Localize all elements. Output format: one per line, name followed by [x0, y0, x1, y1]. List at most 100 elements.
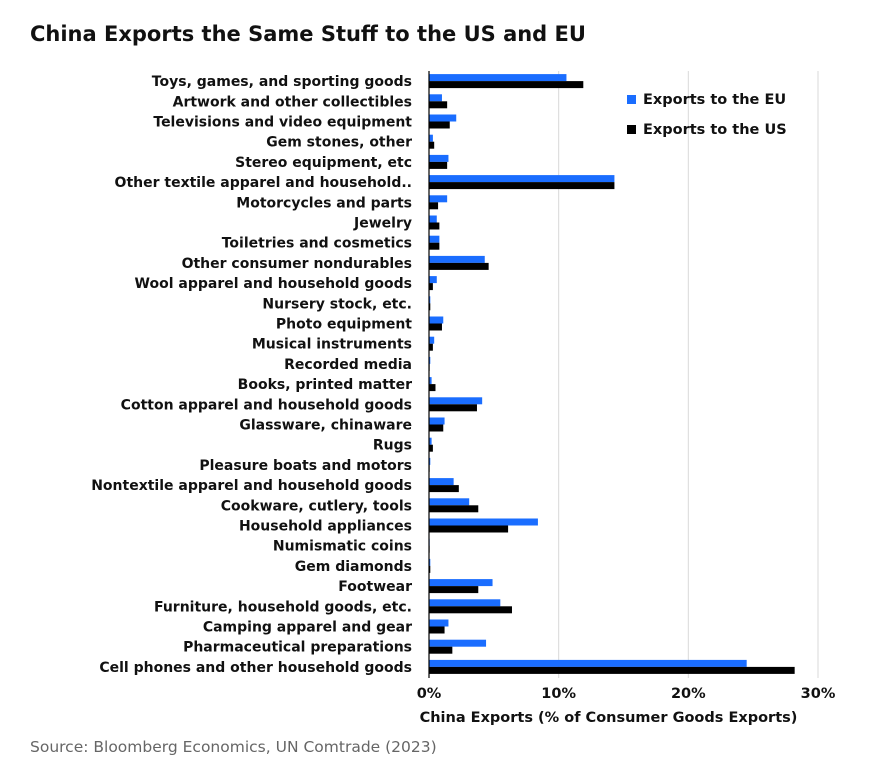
bar-us	[429, 646, 453, 654]
bar-us	[429, 323, 442, 331]
source-note: Source: Bloomberg Economics, UN Comtrade…	[30, 738, 437, 756]
category-label: Cotton apparel and household goods	[121, 397, 412, 413]
x-tick-label: 10%	[541, 686, 576, 702]
bar-us	[429, 525, 509, 533]
bar-eu	[429, 74, 567, 82]
bar-eu	[429, 175, 615, 183]
x-tick-label: 20%	[671, 686, 706, 702]
bar-us	[429, 666, 795, 674]
bar-eu	[429, 619, 449, 627]
category-label: Toys, games, and sporting goods	[152, 74, 412, 90]
bar-eu	[429, 639, 487, 647]
category-label: Nontextile apparel and household goods	[91, 478, 412, 494]
bar-us	[429, 485, 459, 493]
category-label: Pharmaceutical preparations	[183, 640, 412, 656]
bar-us	[429, 81, 584, 89]
category-label: Jewelry	[353, 216, 412, 232]
category-label: Camping apparel and gear	[203, 620, 412, 636]
category-label: Household appliances	[239, 519, 412, 535]
category-label: Numismatic coins	[273, 539, 412, 555]
bar-us	[429, 262, 489, 270]
bars	[429, 74, 795, 674]
bar-us	[429, 141, 435, 149]
bar-eu	[429, 94, 442, 102]
bar-us	[429, 384, 436, 392]
x-tick-label: 0%	[417, 686, 442, 702]
bar-eu	[429, 518, 538, 526]
legend-swatch-eu	[627, 95, 636, 104]
category-label: Photo equipment	[276, 317, 412, 333]
bar-eu	[429, 558, 431, 566]
category-label: Cookware, cutlery, tools	[221, 498, 412, 514]
category-label: Rugs	[373, 438, 412, 454]
category-label: Other consumer nondurables	[182, 256, 412, 272]
x-axis-title: China Exports (% of Consumer Goods Expor…	[420, 710, 798, 726]
bar-eu	[429, 235, 440, 243]
bar-us	[429, 202, 439, 210]
bar-us	[429, 444, 433, 452]
bar-eu	[429, 478, 454, 486]
category-label: Recorded media	[284, 357, 412, 373]
bar-eu	[429, 215, 437, 223]
bar-us	[429, 565, 431, 573]
bar-eu	[429, 356, 431, 364]
bar-eu	[429, 255, 485, 263]
category-label: Glassware, chinaware	[239, 418, 412, 434]
grid-lines	[558, 71, 819, 678]
bar-us	[429, 404, 477, 412]
bar-us	[429, 161, 448, 169]
bar-us	[429, 424, 444, 432]
bar-eu	[429, 134, 433, 142]
category-label: Cell phones and other household goods	[99, 660, 412, 676]
bar-us	[429, 242, 440, 250]
bar-us	[429, 343, 433, 351]
bar-us	[429, 586, 479, 594]
category-label: Stereo equipment, etc	[235, 155, 412, 171]
category-label: Footwear	[338, 579, 412, 595]
category-label: Pleasure boats and motors	[199, 458, 412, 474]
bar-eu	[429, 276, 437, 284]
bar-eu	[429, 114, 457, 122]
category-label: Gem diamonds	[295, 559, 412, 575]
bar-eu	[429, 599, 501, 607]
bar-eu	[429, 659, 747, 667]
category-label: Musical instruments	[252, 337, 412, 353]
category-label: Televisions and video equipment	[153, 115, 412, 131]
category-label: Motorcycles and parts	[236, 195, 412, 211]
category-label: Gem stones, other	[266, 135, 412, 151]
x-tick-labels: 0% 10% 20% 30%	[417, 686, 836, 702]
category-label: Wool apparel and household goods	[135, 276, 412, 292]
bar-eu	[429, 154, 449, 162]
bar-eu	[429, 437, 432, 445]
category-label: Nursery stock, etc.	[262, 296, 412, 312]
category-label: Toiletries and cosmetics	[222, 236, 412, 252]
category-label: Books, printed matter	[238, 377, 412, 393]
bar-eu	[429, 195, 448, 203]
legend-label-us: Exports to the US	[643, 122, 787, 138]
category-label: Furniture, household goods, etc.	[154, 599, 412, 615]
x-tick-label: 30%	[801, 686, 836, 702]
category-labels: Toys, games, and sporting goods Artwork a…	[91, 74, 412, 676]
chart-title: China Exports the Same Stuff to the US a…	[30, 22, 586, 46]
legend-swatch-us	[627, 125, 636, 134]
bar-eu	[429, 498, 470, 506]
bar-us	[429, 283, 433, 291]
bar-us	[429, 121, 450, 129]
bar-us	[429, 626, 445, 634]
bar-eu	[429, 296, 431, 304]
bar-us	[429, 606, 512, 614]
bar-eu	[429, 377, 432, 385]
bar-us	[429, 505, 479, 513]
bar-eu	[429, 336, 435, 344]
bar-eu	[429, 417, 445, 425]
legend-label-eu: Exports to the EU	[643, 92, 786, 108]
category-label: Artwork and other collectibles	[173, 94, 412, 110]
bar-eu	[429, 316, 444, 324]
bar-eu	[429, 397, 483, 405]
bar-eu	[429, 579, 493, 587]
bar-us	[429, 182, 615, 190]
bar-us	[429, 222, 440, 230]
legend: Exports to the EU Exports to the US	[627, 92, 787, 138]
bar-us	[429, 101, 448, 109]
